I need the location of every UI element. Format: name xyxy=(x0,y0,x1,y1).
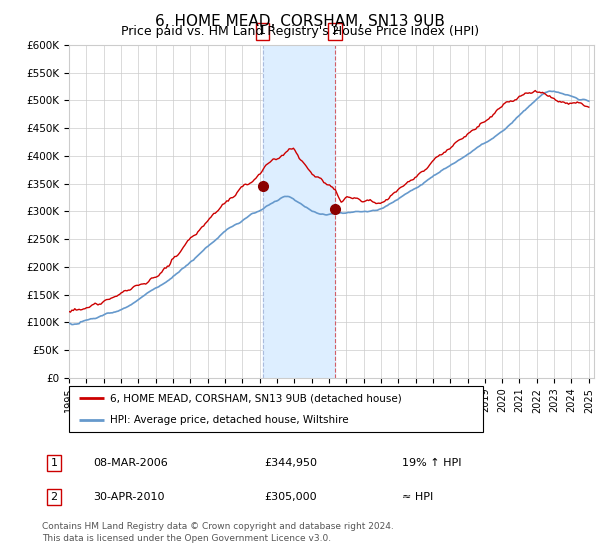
Text: £344,950: £344,950 xyxy=(264,458,317,468)
Text: £305,000: £305,000 xyxy=(264,492,317,502)
Text: 2: 2 xyxy=(331,26,338,36)
Text: 1: 1 xyxy=(50,458,58,468)
FancyBboxPatch shape xyxy=(69,386,483,432)
Text: 08-MAR-2006: 08-MAR-2006 xyxy=(93,458,168,468)
Text: ≈ HPI: ≈ HPI xyxy=(402,492,433,502)
Text: 2: 2 xyxy=(50,492,58,502)
Bar xyxy=(263,45,335,378)
Text: 6, HOME MEAD, CORSHAM, SN13 9UB (detached house): 6, HOME MEAD, CORSHAM, SN13 9UB (detache… xyxy=(110,393,402,403)
Text: HPI: Average price, detached house, Wiltshire: HPI: Average price, detached house, Wilt… xyxy=(110,416,349,426)
Text: 1: 1 xyxy=(259,26,266,36)
Text: Contains HM Land Registry data © Crown copyright and database right 2024.
This d: Contains HM Land Registry data © Crown c… xyxy=(42,522,394,543)
Text: Price paid vs. HM Land Registry's House Price Index (HPI): Price paid vs. HM Land Registry's House … xyxy=(121,25,479,38)
Text: 19% ↑ HPI: 19% ↑ HPI xyxy=(402,458,461,468)
Text: 30-APR-2010: 30-APR-2010 xyxy=(93,492,164,502)
Text: 6, HOME MEAD, CORSHAM, SN13 9UB: 6, HOME MEAD, CORSHAM, SN13 9UB xyxy=(155,14,445,29)
